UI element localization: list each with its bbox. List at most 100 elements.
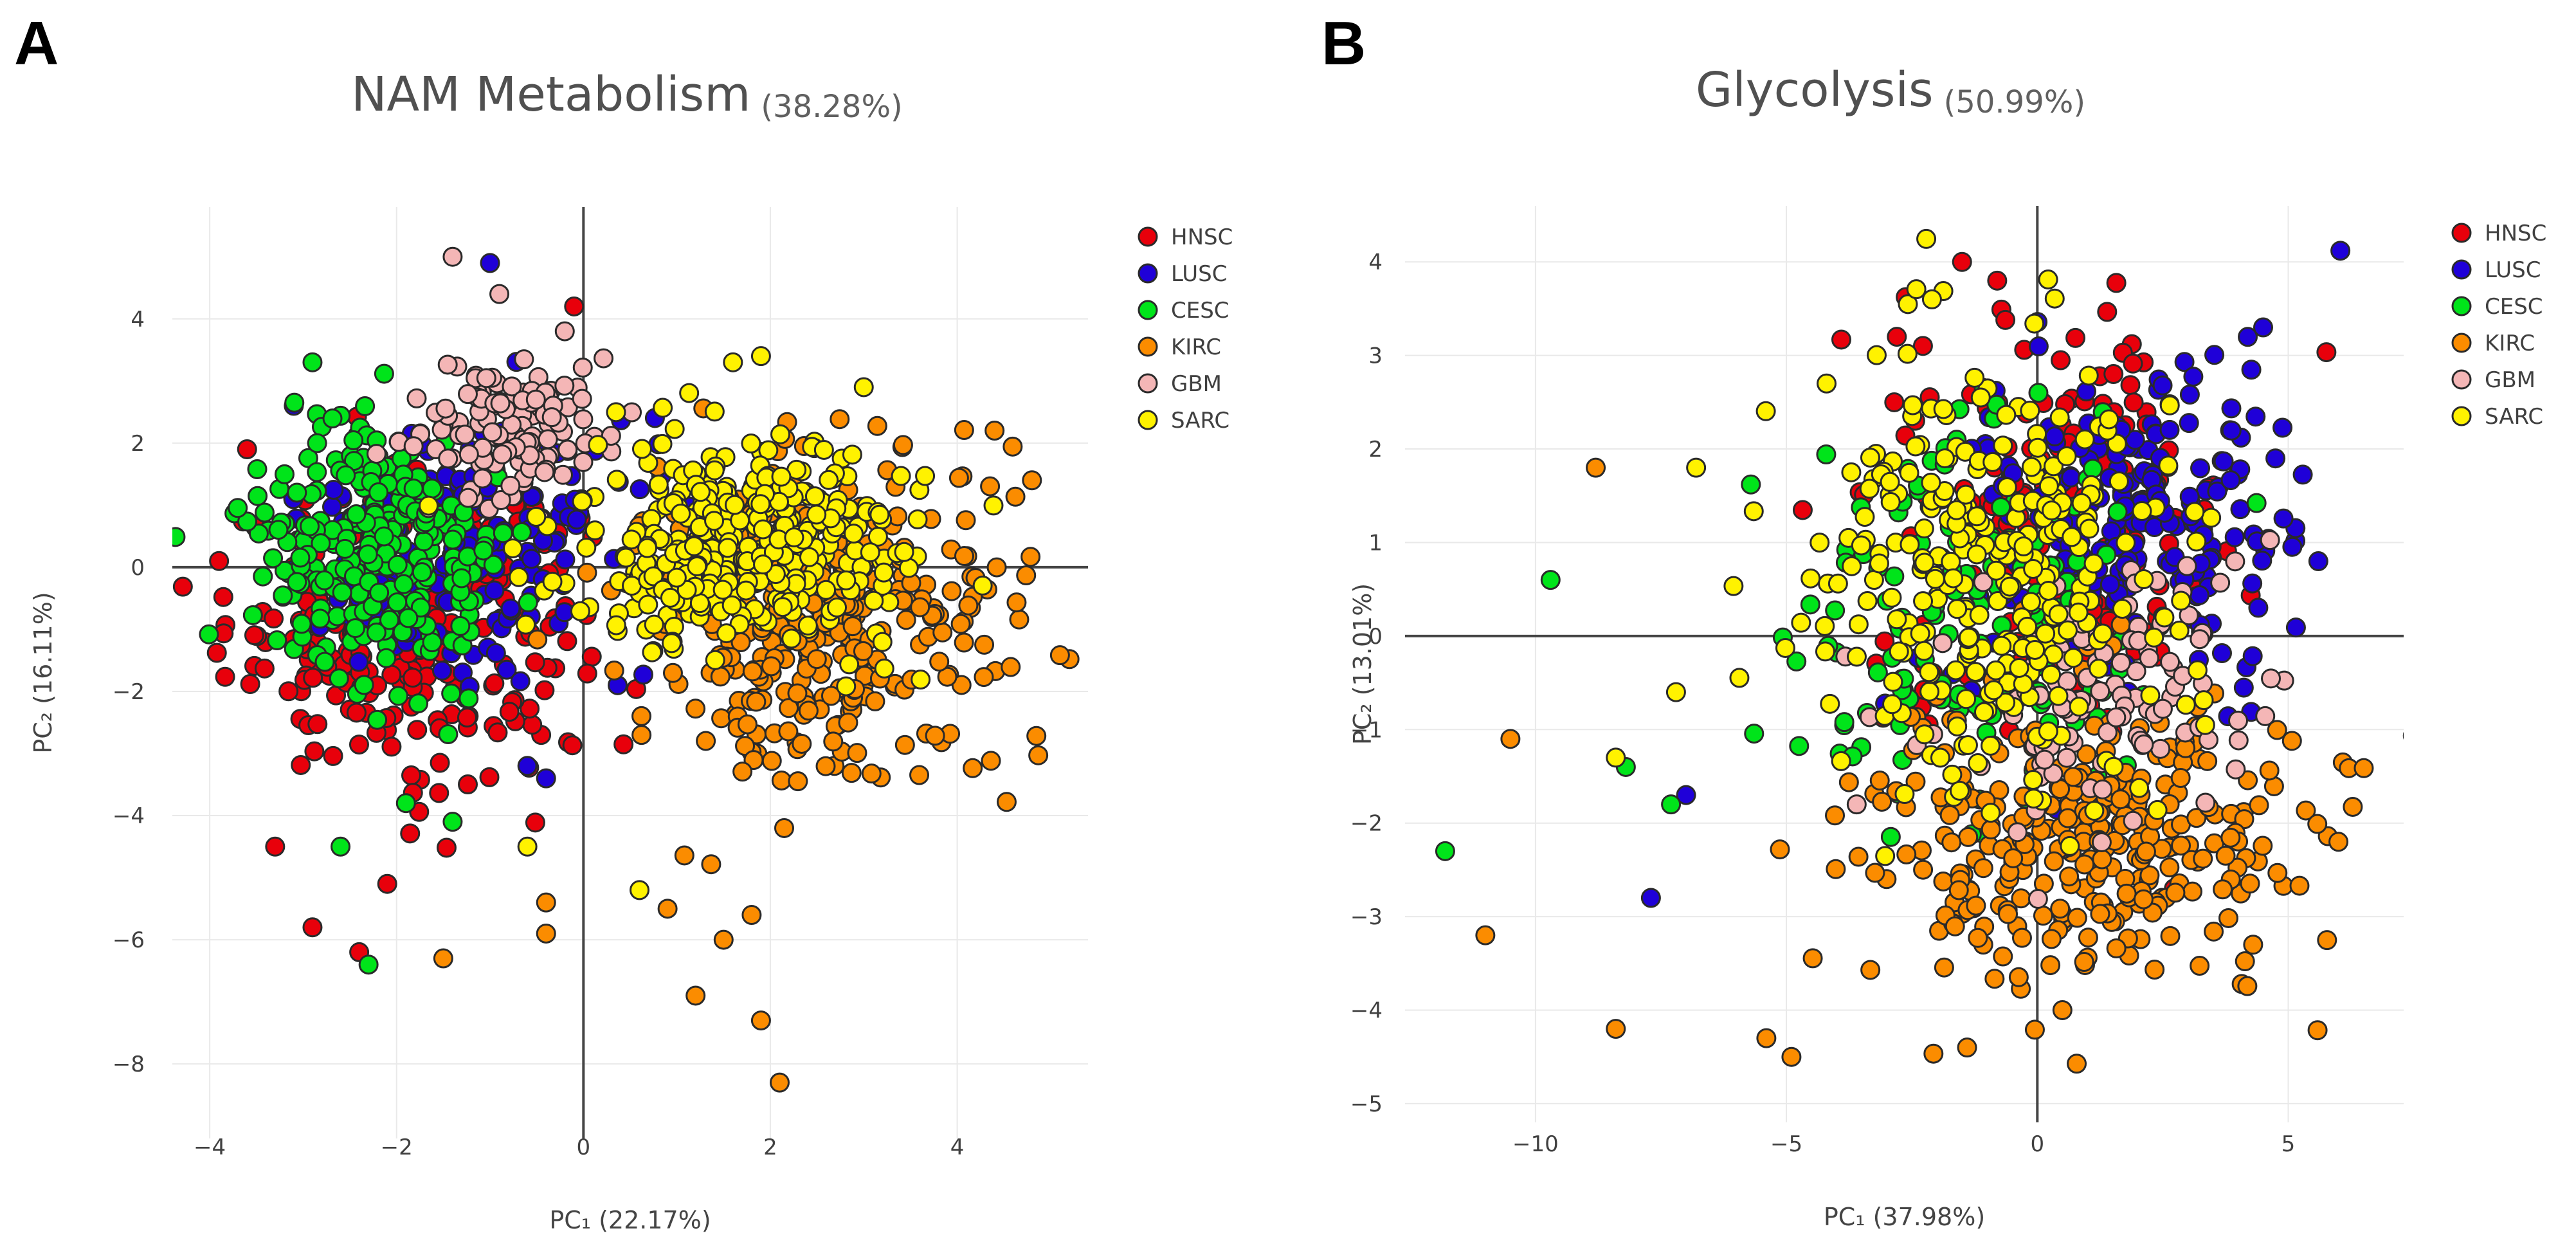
data-point bbox=[408, 693, 429, 714]
data-point bbox=[827, 598, 848, 618]
data-point bbox=[2221, 398, 2242, 419]
data-point bbox=[981, 751, 1001, 771]
data-point bbox=[327, 606, 347, 626]
y-tick-label: −4 bbox=[1350, 998, 1383, 1024]
data-point bbox=[237, 511, 258, 532]
data-point bbox=[2123, 353, 2143, 374]
data-point bbox=[572, 388, 592, 409]
data-point bbox=[346, 702, 367, 723]
legend-label-cesc: CESC bbox=[1171, 298, 1229, 324]
data-point bbox=[1987, 270, 2008, 291]
data-point bbox=[1913, 859, 1934, 880]
data-point bbox=[2245, 406, 2266, 427]
data-point bbox=[2050, 899, 2071, 919]
data-point bbox=[525, 389, 546, 410]
data-point bbox=[1914, 641, 1934, 661]
data-point bbox=[2260, 530, 2280, 551]
data-point bbox=[522, 715, 543, 735]
data-point bbox=[2106, 707, 2127, 727]
data-point bbox=[1914, 552, 1935, 573]
data-point bbox=[484, 580, 505, 601]
data-point bbox=[2253, 317, 2273, 338]
data-point bbox=[2099, 409, 2119, 430]
data-point bbox=[336, 465, 356, 486]
data-point bbox=[307, 433, 327, 453]
data-point bbox=[527, 629, 548, 650]
data-point bbox=[2017, 616, 2038, 637]
data-point bbox=[1864, 570, 1884, 590]
y-tick-label: 0 bbox=[1368, 624, 1383, 650]
data-point bbox=[741, 434, 761, 454]
data-point bbox=[637, 538, 658, 558]
data-point bbox=[925, 726, 945, 746]
data-point bbox=[860, 542, 880, 563]
data-point bbox=[821, 686, 841, 706]
data-point bbox=[2220, 470, 2241, 491]
data-point bbox=[413, 531, 434, 552]
data-point bbox=[1026, 726, 1047, 746]
data-point bbox=[2056, 747, 2077, 768]
data-point bbox=[2150, 738, 2171, 759]
data-point bbox=[929, 652, 950, 672]
data-point bbox=[2049, 407, 2070, 428]
y-axis-label: PC₂ (16.11%) bbox=[29, 592, 57, 753]
data-point bbox=[473, 540, 494, 561]
data-point bbox=[406, 388, 427, 408]
data-point bbox=[278, 681, 299, 702]
data-point bbox=[1770, 839, 1790, 860]
y-tick-label: −6 bbox=[113, 927, 145, 953]
data-point bbox=[483, 554, 503, 575]
data-point bbox=[1966, 544, 1987, 565]
data-point bbox=[861, 763, 882, 784]
data-point bbox=[2218, 908, 2238, 928]
data-point bbox=[1880, 471, 1900, 492]
data-point bbox=[1894, 784, 1915, 805]
data-point bbox=[2048, 686, 2069, 706]
data-point bbox=[958, 595, 979, 616]
data-point bbox=[2023, 558, 2044, 579]
data-point bbox=[541, 407, 562, 428]
data-point bbox=[1676, 785, 1696, 805]
data-point bbox=[248, 523, 269, 543]
x-tick-label: −10 bbox=[1512, 1131, 1559, 1157]
data-point bbox=[2058, 808, 2078, 828]
data-point bbox=[1941, 832, 1962, 853]
data-point bbox=[403, 479, 424, 499]
data-point bbox=[1880, 492, 1901, 513]
data-point bbox=[711, 708, 732, 729]
data-point bbox=[536, 923, 556, 944]
data-point bbox=[300, 516, 320, 536]
data-point bbox=[823, 731, 844, 752]
data-point bbox=[1435, 841, 1455, 861]
x-tick-label: 0 bbox=[577, 1135, 591, 1160]
data-point bbox=[394, 574, 414, 594]
data-point bbox=[2237, 976, 2258, 996]
data-point bbox=[442, 812, 463, 832]
chart-title-variance: (50.99%) bbox=[1944, 84, 2085, 120]
data-point bbox=[1949, 780, 1970, 801]
data-point bbox=[1995, 309, 2016, 330]
data-point bbox=[1887, 327, 1907, 347]
data-point bbox=[2021, 457, 2042, 477]
data-point bbox=[2027, 889, 2048, 909]
data-point bbox=[2100, 574, 2120, 595]
data-point bbox=[437, 354, 458, 375]
legend: HNSC LUSC CESC KIRC GBM SARC bbox=[2451, 221, 2546, 430]
data-point bbox=[2273, 508, 2294, 529]
data-point bbox=[2272, 417, 2293, 438]
data-point bbox=[490, 393, 511, 414]
data-point bbox=[1932, 633, 1953, 653]
data-point bbox=[2103, 756, 2124, 777]
data-point bbox=[2065, 327, 2086, 348]
data-point bbox=[1875, 846, 1896, 866]
data-point bbox=[2147, 799, 2168, 820]
data-point bbox=[1958, 826, 1979, 847]
data-point bbox=[660, 587, 680, 608]
data-point bbox=[1939, 805, 1960, 825]
data-point bbox=[2171, 836, 2191, 856]
data-point bbox=[2139, 648, 2159, 668]
data-point bbox=[1993, 435, 2013, 456]
data-point bbox=[368, 482, 389, 502]
data-point bbox=[2009, 657, 2029, 678]
data-point bbox=[781, 628, 802, 649]
